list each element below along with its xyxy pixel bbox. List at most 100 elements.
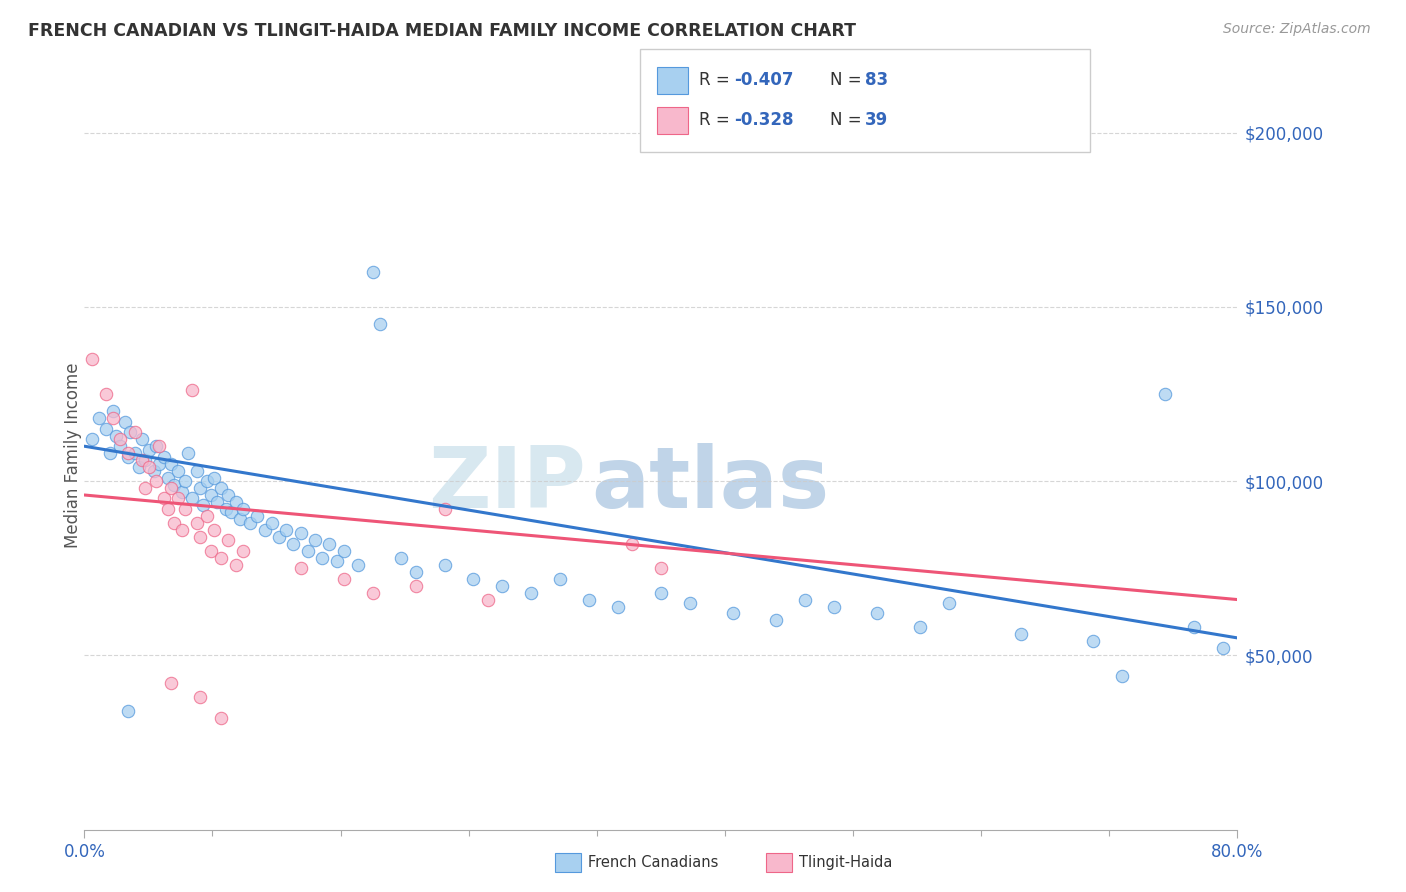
- Point: [202, 523, 225, 537]
- Point: [679, 596, 702, 610]
- Point: [188, 530, 211, 544]
- Point: [80, 352, 103, 367]
- Point: [202, 470, 225, 484]
- Text: Tlingit-Haida: Tlingit-Haida: [799, 855, 891, 870]
- Point: [361, 265, 384, 279]
- Point: [163, 516, 186, 530]
- Text: R =: R =: [699, 112, 735, 129]
- Point: [433, 558, 456, 572]
- Text: ZIP: ZIP: [429, 443, 586, 526]
- Point: [117, 450, 139, 464]
- Point: [650, 585, 672, 599]
- Point: [253, 523, 276, 537]
- Point: [765, 614, 787, 628]
- Point: [221, 505, 243, 519]
- Point: [794, 592, 817, 607]
- Point: [152, 450, 174, 464]
- Point: [910, 620, 932, 634]
- Text: 83: 83: [865, 71, 887, 89]
- Point: [200, 543, 222, 558]
- Text: French Canadians: French Canadians: [588, 855, 718, 870]
- Point: [105, 429, 128, 443]
- Point: [117, 704, 139, 718]
- Point: [195, 474, 218, 488]
- Point: [120, 425, 142, 440]
- Point: [138, 460, 160, 475]
- Point: [174, 502, 197, 516]
- Point: [267, 530, 290, 544]
- Point: [172, 523, 194, 537]
- Point: [333, 572, 356, 586]
- Point: [1083, 634, 1105, 648]
- Text: -0.407: -0.407: [734, 71, 793, 89]
- Point: [463, 572, 485, 586]
- Point: [114, 415, 136, 429]
- Point: [145, 474, 167, 488]
- Text: FRENCH CANADIAN VS TLINGIT-HAIDA MEDIAN FAMILY INCOME CORRELATION CHART: FRENCH CANADIAN VS TLINGIT-HAIDA MEDIAN …: [28, 22, 856, 40]
- Point: [156, 502, 179, 516]
- Point: [391, 550, 413, 565]
- Point: [188, 690, 211, 705]
- Y-axis label: Median Family Income: Median Family Income: [65, 362, 82, 548]
- Point: [209, 711, 232, 725]
- Point: [304, 533, 326, 548]
- Point: [239, 516, 262, 530]
- Point: [174, 474, 197, 488]
- Point: [80, 432, 103, 446]
- Text: N =: N =: [830, 71, 866, 89]
- Point: [361, 585, 384, 599]
- Point: [232, 502, 254, 516]
- Point: [405, 565, 427, 579]
- Point: [225, 495, 247, 509]
- Point: [1154, 387, 1177, 401]
- Point: [177, 446, 200, 460]
- Point: [290, 561, 312, 575]
- Point: [110, 439, 132, 453]
- Point: [290, 526, 312, 541]
- Point: [578, 592, 600, 607]
- Point: [333, 543, 356, 558]
- Point: [368, 317, 391, 331]
- Point: [181, 384, 204, 398]
- Point: [214, 502, 236, 516]
- Point: [297, 543, 319, 558]
- Point: [124, 425, 146, 440]
- Point: [1182, 620, 1205, 634]
- Point: [98, 446, 121, 460]
- Point: [405, 579, 427, 593]
- Point: [209, 481, 232, 495]
- Text: 39: 39: [865, 112, 889, 129]
- Point: [195, 508, 218, 523]
- Text: Source: ZipAtlas.com: Source: ZipAtlas.com: [1223, 22, 1371, 37]
- Point: [103, 411, 124, 425]
- Text: atlas: atlas: [592, 443, 830, 526]
- Point: [186, 464, 208, 478]
- Point: [311, 550, 333, 565]
- Point: [1212, 641, 1234, 656]
- Point: [209, 550, 232, 565]
- Point: [229, 512, 252, 526]
- Point: [160, 676, 183, 690]
- Point: [1010, 627, 1032, 641]
- Point: [181, 491, 204, 506]
- Point: [191, 499, 214, 513]
- Point: [1111, 669, 1133, 683]
- Point: [138, 442, 160, 457]
- Point: [94, 387, 117, 401]
- Point: [318, 537, 340, 551]
- Point: [621, 537, 644, 551]
- Point: [134, 453, 156, 467]
- Point: [128, 460, 150, 475]
- Point: [205, 495, 228, 509]
- Point: [131, 432, 153, 446]
- Point: [131, 453, 153, 467]
- Point: [433, 502, 456, 516]
- Point: [148, 439, 170, 453]
- Point: [200, 488, 222, 502]
- Point: [225, 558, 247, 572]
- Point: [347, 558, 370, 572]
- Point: [163, 477, 186, 491]
- Point: [721, 607, 744, 621]
- Point: [186, 516, 208, 530]
- Point: [260, 516, 283, 530]
